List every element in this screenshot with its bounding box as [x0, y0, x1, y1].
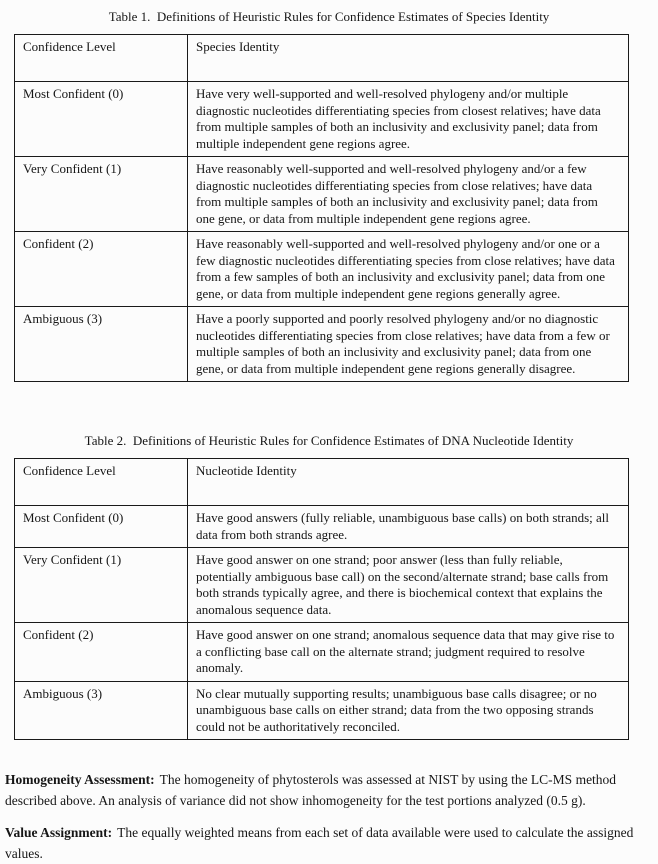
table-row: Most Confident (0) Have good answers (fu… [14, 505, 629, 548]
table-row: Ambiguous (3) Have a poorly supported an… [14, 306, 629, 382]
description-cell: Have reasonably well-supported and well-… [187, 231, 629, 307]
table2: Confidence Level Nucleotide Identity Mos… [14, 458, 629, 740]
table1: Confidence Level Species Identity Most C… [14, 34, 629, 382]
table1-header-species-identity: Species Identity [187, 34, 629, 82]
table1-header-row: Confidence Level Species Identity [14, 34, 629, 82]
footnotes-section: Homogeneity Assessment: The homogeneity o… [5, 769, 650, 864]
table1-header-confidence-level: Confidence Level [14, 34, 188, 82]
table-row: Very Confident (1) Have reasonably well-… [14, 156, 629, 232]
document-page: Table 1. Definitions of Heuristic Rules … [5, 9, 633, 861]
table-row: Very Confident (1) Have good answer on o… [14, 547, 629, 623]
homogeneity-assessment-label: Homogeneity Assessment: [5, 772, 155, 787]
confidence-level-cell: Confident (2) [14, 231, 188, 307]
description-cell: Have a poorly supported and poorly resol… [187, 306, 629, 382]
table2-title: Table 2. Definitions of Heuristic Rules … [84, 433, 574, 448]
confidence-level-cell: Most Confident (0) [14, 81, 188, 157]
confidence-level-cell: Very Confident (1) [14, 156, 188, 232]
description-cell: Have reasonably well-supported and well-… [187, 156, 629, 232]
table2-header-row: Confidence Level Nucleotide Identity [14, 458, 629, 506]
table1-title: Table 1. Definitions of Heuristic Rules … [108, 9, 550, 24]
description-cell: No clear mutually supporting results; un… [187, 680, 629, 740]
homogeneity-assessment-paragraph: Homogeneity Assessment: The homogeneity o… [5, 769, 650, 811]
table-row: Ambiguous (3) No clear mutually supporti… [14, 680, 629, 740]
confidence-level-cell: Very Confident (1) [14, 547, 188, 623]
description-cell: Have very well-supported and well-resolv… [187, 81, 629, 157]
table-row: Most Confident (0) Have very well-suppor… [14, 81, 629, 157]
table2-header-nucleotide-identity: Nucleotide Identity [187, 458, 629, 506]
confidence-level-cell: Ambiguous (3) [14, 680, 188, 740]
confidence-level-cell: Ambiguous (3) [14, 306, 188, 382]
description-cell: Have good answer on one strand; anomalou… [187, 622, 629, 682]
table-row: Confident (2) Have good answer on one st… [14, 622, 629, 682]
table2-header-confidence-level: Confidence Level [14, 458, 188, 506]
confidence-level-cell: Confident (2) [14, 622, 188, 682]
value-assignment-label: Value Assignment: [5, 825, 113, 840]
confidence-level-cell: Most Confident (0) [14, 505, 188, 548]
value-assignment-paragraph: Value Assignment: The equally weighted me… [5, 822, 650, 864]
table-row: Confident (2) Have reasonably well-suppo… [14, 231, 629, 307]
description-cell: Have good answers (fully reliable, unamb… [187, 505, 629, 548]
description-cell: Have good answer on one strand; poor ans… [187, 547, 629, 623]
